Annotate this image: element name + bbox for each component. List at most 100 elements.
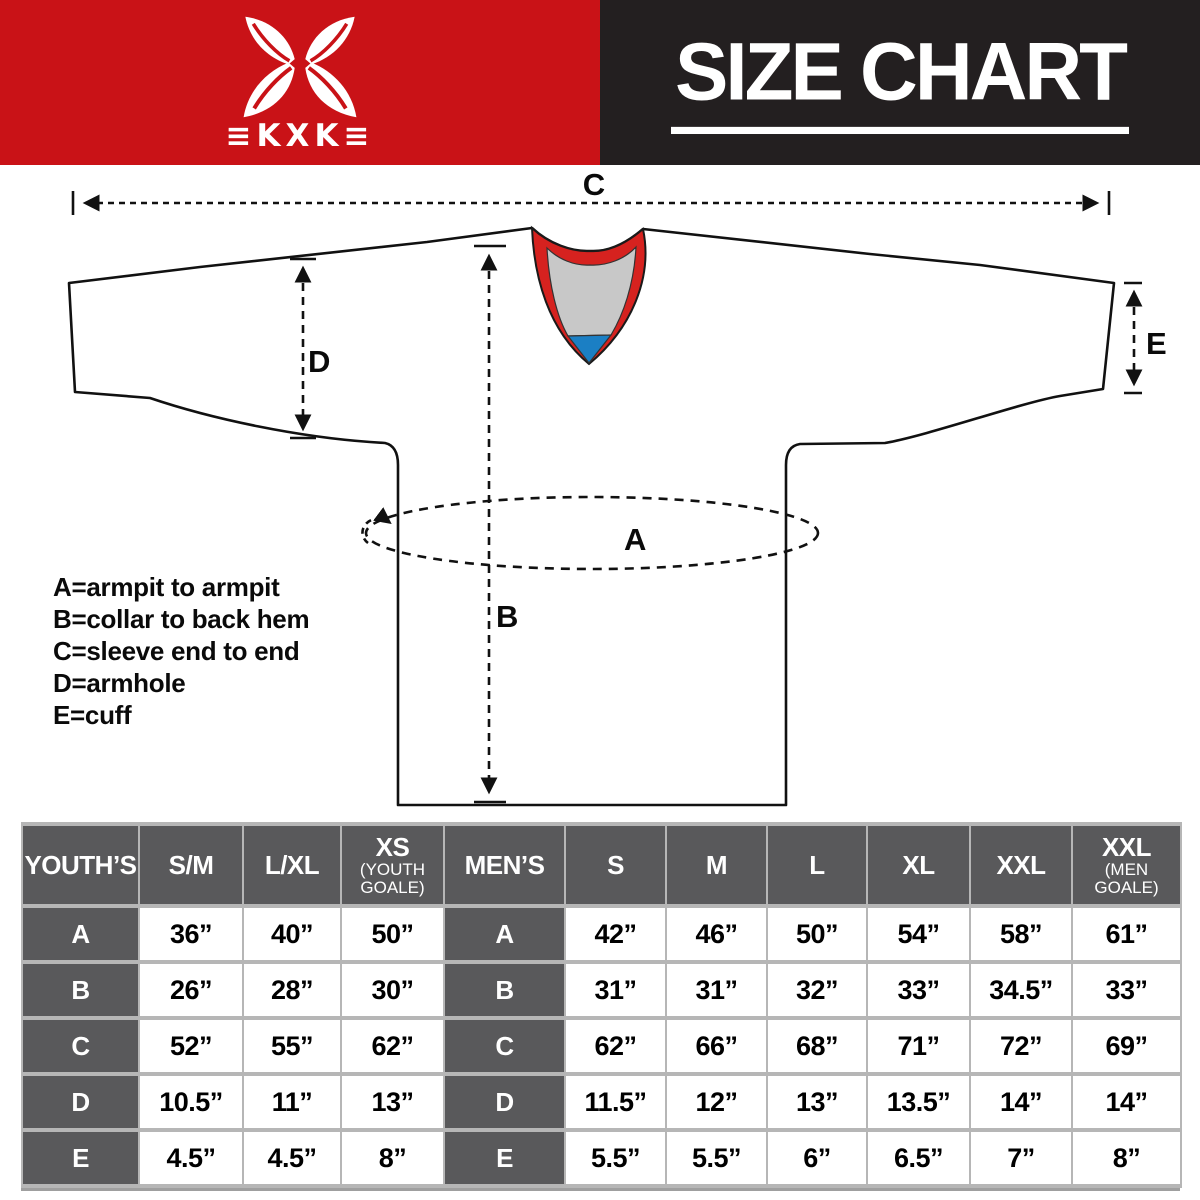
- table-row-d: D 10.5” 11” 13” D 11.5” 12” 13” 13.5” 14…: [21, 1072, 1182, 1132]
- mens-row-label: E: [443, 1128, 566, 1188]
- cell: 10.5”: [138, 1072, 244, 1132]
- size-table: YOUTH’S S/M L/XL XS (YOUTH GOALE) MEN’S S…: [21, 822, 1182, 1188]
- cell: 14”: [969, 1072, 1073, 1132]
- measurement-legend: A=armpit to armpit B=collar to back hem …: [53, 571, 310, 731]
- cell: 68”: [766, 1016, 868, 1076]
- cell: 40”: [242, 904, 342, 964]
- cell: 14”: [1071, 1072, 1182, 1132]
- mens-col-xxl-goalie-sub: (MEN GOALE): [1094, 859, 1159, 897]
- dim-c-arrow: [71, 191, 1111, 215]
- mens-col-xxl-goalie-main: XXL: [1101, 831, 1152, 862]
- cell: 30”: [340, 960, 445, 1020]
- mens-col-s: S: [564, 822, 667, 908]
- cell: 66”: [665, 1016, 768, 1076]
- cell: 34.5”: [969, 960, 1073, 1020]
- cell: 61”: [1071, 904, 1182, 964]
- dim-a-arrow: [361, 495, 820, 571]
- cell: 4.5”: [242, 1128, 342, 1188]
- cell: 62”: [564, 1016, 667, 1076]
- legend-line-a: A=armpit to armpit: [53, 572, 280, 602]
- kxk-logo-icon: [243, 16, 357, 117]
- table-row-a: A 36” 40” 50” A 42” 46” 50” 54” 58” 61”: [21, 904, 1182, 964]
- mens-col-xl: XL: [866, 822, 971, 908]
- size-table-wrapper: YOUTH’S S/M L/XL XS (YOUTH GOALE) MEN’S S…: [21, 822, 1182, 1191]
- cell: 26”: [138, 960, 244, 1020]
- mens-row-label: B: [443, 960, 566, 1020]
- table-row-c: C 52” 55” 62” C 62” 66” 68” 71” 72” 69”: [21, 1016, 1182, 1076]
- cell: 28”: [242, 960, 342, 1020]
- mens-group-header: MEN’S: [443, 822, 566, 908]
- mens-col-m: M: [665, 822, 768, 908]
- youth-row-label: A: [21, 904, 140, 964]
- legend-line-c: C=sleeve end to end: [53, 636, 300, 666]
- jersey-measurement-diagram: C D B A E A=armpit to armpit: [0, 165, 1200, 821]
- cell: 11”: [242, 1072, 342, 1132]
- brand-banner: ≡KXK≡: [0, 0, 600, 165]
- collar-inner: [546, 245, 637, 337]
- page-header: ≡KXK≡ SIZE CHART: [0, 0, 1200, 165]
- cell: 6”: [766, 1128, 868, 1188]
- dim-e-arrow: [1124, 281, 1143, 395]
- cell: 8”: [1071, 1128, 1182, 1188]
- youth-col-sm: S/M: [138, 822, 244, 908]
- brand-logo: ≡KXK≡: [225, 15, 375, 151]
- legend-line-e: E=cuff: [53, 700, 132, 730]
- cell: 58”: [969, 904, 1073, 964]
- mens-col-l: L: [766, 822, 868, 908]
- dim-b-label: B: [496, 599, 518, 634]
- cell: 13”: [340, 1072, 445, 1132]
- mens-col-xxl: XXL: [969, 822, 1073, 908]
- collar-insert: [566, 334, 613, 364]
- youth-col-xs-goalie: XS (YOUTH GOALE): [340, 822, 445, 908]
- cell: 13.5”: [866, 1072, 971, 1132]
- youth-col-xs-main: XS: [375, 831, 410, 862]
- cell: 11.5”: [564, 1072, 667, 1132]
- cell: 52”: [138, 1016, 244, 1076]
- table-row-b: B 26” 28” 30” B 31” 31” 32” 33” 34.5” 33…: [21, 960, 1182, 1020]
- mens-row-label: A: [443, 904, 566, 964]
- cell: 13”: [766, 1072, 868, 1132]
- jersey-diagram-svg: C D B A E: [67, 167, 1167, 807]
- youth-row-label: D: [21, 1072, 140, 1132]
- cell: 71”: [866, 1016, 971, 1076]
- youth-col-xs-sub: (YOUTH GOALE): [359, 859, 426, 897]
- legend-line-b: B=collar to back hem: [53, 604, 310, 634]
- cell: 5.5”: [665, 1128, 768, 1188]
- cell: 33”: [1071, 960, 1182, 1020]
- cell: 46”: [665, 904, 768, 964]
- cell: 6.5”: [866, 1128, 971, 1188]
- youth-col-lxl: L/XL: [242, 822, 342, 908]
- cell: 36”: [138, 904, 244, 964]
- cell: 32”: [766, 960, 868, 1020]
- mens-col-xxl-goalie: XXL (MEN GOALE): [1071, 822, 1182, 908]
- dim-d-label: D: [308, 344, 330, 379]
- cell: 42”: [564, 904, 667, 964]
- youth-row-label: E: [21, 1128, 140, 1188]
- cell: 7”: [969, 1128, 1073, 1188]
- dim-b-arrow: [474, 244, 506, 804]
- youth-row-label: B: [21, 960, 140, 1020]
- cell: 55”: [242, 1016, 342, 1076]
- dim-e-label: E: [1146, 326, 1167, 361]
- cell: 33”: [866, 960, 971, 1020]
- cell: 12”: [665, 1072, 768, 1132]
- legend-line-d: D=armhole: [53, 668, 186, 698]
- youth-group-header: YOUTH’S: [21, 822, 140, 908]
- title-banner: SIZE CHART: [600, 0, 1200, 165]
- table-row-e: E 4.5” 4.5” 8” E 5.5” 5.5” 6” 6.5” 7” 8”: [21, 1128, 1182, 1188]
- cell: 8”: [340, 1128, 445, 1188]
- youth-row-label: C: [21, 1016, 140, 1076]
- cell: 72”: [969, 1016, 1073, 1076]
- table-header-row: YOUTH’S S/M L/XL XS (YOUTH GOALE) MEN’S S…: [21, 822, 1182, 908]
- cell: 50”: [766, 904, 868, 964]
- cell: 62”: [340, 1016, 445, 1076]
- cell: 54”: [866, 904, 971, 964]
- dim-c-label: C: [583, 167, 605, 202]
- cell: 31”: [665, 960, 768, 1020]
- cell: 50”: [340, 904, 445, 964]
- cell: 69”: [1071, 1016, 1182, 1076]
- page-title: SIZE CHART: [671, 30, 1129, 135]
- cell: 5.5”: [564, 1128, 667, 1188]
- dim-d-arrow: [290, 257, 316, 440]
- mens-row-label: C: [443, 1016, 566, 1076]
